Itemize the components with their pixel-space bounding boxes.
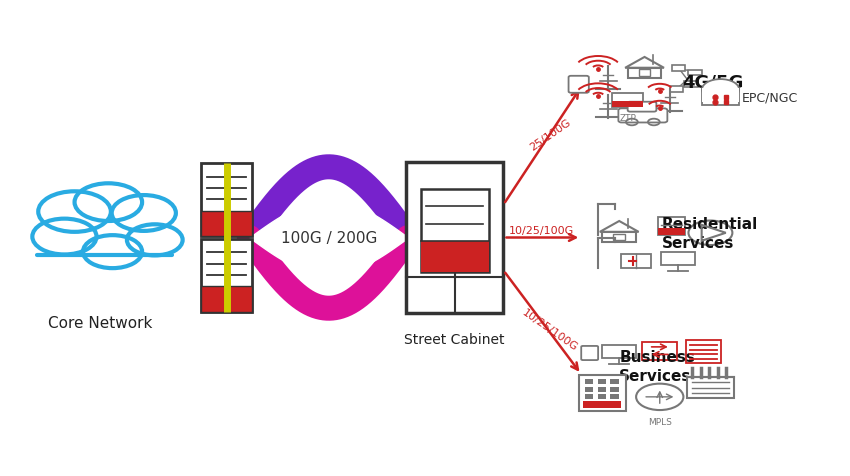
Text: 10/25/100G: 10/25/100G [520, 307, 580, 353]
Bar [613, 101, 643, 108]
Bar [598, 379, 606, 385]
Circle shape [688, 221, 733, 246]
Circle shape [702, 80, 740, 100]
FancyBboxPatch shape [627, 102, 656, 112]
Bar [672, 66, 685, 71]
Bar [585, 402, 593, 407]
Bar [603, 345, 636, 358]
Bar [603, 232, 636, 243]
Bar [583, 401, 621, 408]
Bar [638, 70, 650, 77]
Bar [670, 87, 683, 93]
Bar [598, 402, 606, 407]
FancyBboxPatch shape [569, 77, 589, 94]
Bar [201, 211, 252, 237]
Bar [686, 340, 722, 363]
Circle shape [38, 192, 110, 232]
Bar [598, 387, 606, 392]
Bar [661, 253, 695, 266]
Bar [598, 395, 606, 399]
Bar [201, 164, 252, 237]
FancyBboxPatch shape [619, 109, 667, 123]
Bar [684, 82, 698, 88]
Bar [421, 190, 489, 273]
Text: 10/25/100G: 10/25/100G [509, 226, 574, 236]
Bar [421, 241, 489, 273]
Text: 100G / 200G: 100G / 200G [280, 230, 377, 246]
Text: MPLS: MPLS [648, 417, 672, 426]
Bar [658, 228, 685, 235]
Text: Business
Services: Business Services [619, 349, 695, 383]
Bar [688, 70, 702, 76]
Bar [610, 387, 619, 392]
Circle shape [83, 236, 142, 268]
Circle shape [32, 219, 97, 255]
Text: 4G/5G: 4G/5G [683, 74, 744, 92]
Text: 25/100G: 25/100G [528, 117, 572, 152]
Bar [614, 234, 625, 241]
Bar [610, 395, 619, 399]
Text: Residential
Services: Residential Services [661, 217, 757, 250]
Text: EPC/NGC: EPC/NGC [742, 91, 798, 104]
Bar [201, 287, 252, 312]
Bar [687, 377, 734, 398]
Bar [610, 402, 619, 407]
Bar [658, 218, 685, 235]
Bar [610, 379, 619, 385]
Bar [620, 255, 651, 268]
Bar [613, 94, 643, 108]
Bar [585, 387, 593, 392]
Text: Street Cabinet: Street Cabinet [405, 332, 505, 346]
Text: Core Network: Core Network [48, 315, 152, 330]
Bar [585, 379, 593, 385]
FancyBboxPatch shape [581, 346, 598, 360]
Bar [642, 342, 677, 360]
Bar [702, 90, 740, 105]
Bar [24, 243, 176, 268]
Bar [406, 163, 503, 313]
Circle shape [127, 225, 183, 256]
Circle shape [636, 384, 683, 410]
Bar [201, 239, 252, 312]
Circle shape [111, 196, 176, 231]
Text: ZTP: ZTP [620, 113, 636, 122]
Bar [702, 89, 740, 103]
Bar [579, 376, 626, 411]
Bar [585, 395, 593, 399]
Bar [627, 69, 661, 79]
Circle shape [75, 184, 142, 221]
